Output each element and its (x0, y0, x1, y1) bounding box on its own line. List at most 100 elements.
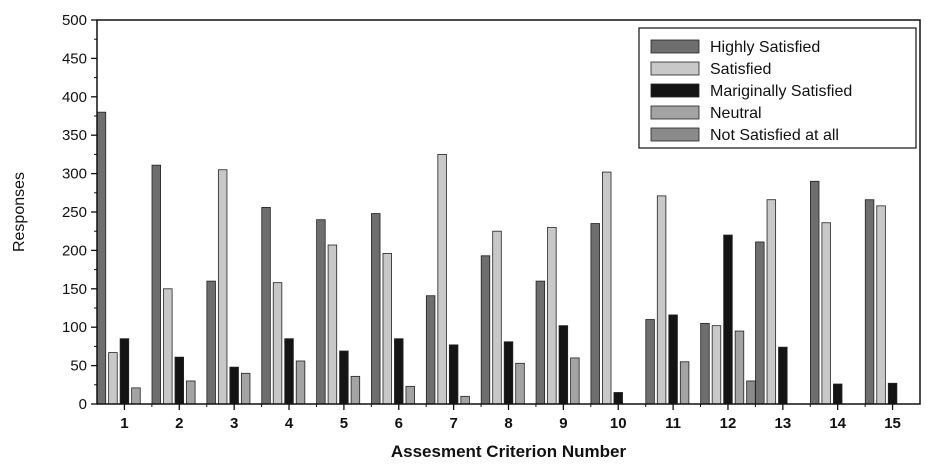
legend-swatch (650, 83, 700, 98)
bar-3-15 (887, 382, 898, 405)
bar-4-5 (350, 375, 361, 405)
bar-1-15 (864, 199, 875, 405)
legend-label: Mariginally Satisfied (710, 83, 852, 100)
bar-1-3 (206, 280, 216, 405)
bar-2-10 (602, 171, 612, 405)
x-tick-label: 5 (340, 415, 348, 432)
bar-1-11 (645, 319, 655, 405)
y-tick-label: 0 (79, 396, 87, 413)
bar-1-7 (425, 295, 436, 405)
bar-3-6 (394, 338, 404, 405)
bar-4-7 (460, 395, 470, 405)
bar-4-11 (679, 361, 690, 405)
bar-1-13 (755, 241, 765, 405)
x-tick-label: 7 (449, 415, 457, 432)
bar-4-1 (131, 387, 141, 405)
x-tick-label: 1 (120, 415, 128, 432)
bar-2-7 (437, 153, 447, 405)
y-tick-label: 150 (62, 281, 87, 298)
bar-2-8 (492, 230, 502, 405)
bar-3-14 (833, 383, 843, 405)
legend-swatch (650, 61, 700, 76)
bar-1-9 (535, 280, 546, 405)
x-tick-label: 13 (774, 415, 791, 432)
legend-swatch (650, 105, 700, 120)
bar-2-13 (766, 199, 777, 405)
y-tick-label: 500 (62, 12, 87, 29)
x-tick-label: 3 (230, 415, 238, 432)
x-axis-title: Assesment Criterion Number (391, 442, 627, 461)
bar-4-6 (405, 385, 415, 405)
bar-1-12 (700, 322, 710, 405)
bar-4-2 (186, 380, 196, 405)
bar-3-10 (613, 392, 623, 405)
bar-3-4 (284, 338, 294, 405)
y-tick-label: 450 (62, 50, 87, 67)
legend-label: Neutral (710, 105, 762, 122)
bar-3-9 (558, 325, 569, 405)
x-tick-label: 14 (829, 415, 846, 432)
bar-3-8 (503, 341, 514, 405)
legend-label: Not Satisfied at all (710, 127, 839, 144)
x-tick-label: 12 (720, 415, 737, 432)
x-tick-label: 8 (504, 415, 512, 432)
bar-1-2 (151, 164, 162, 405)
bar-3-5 (339, 350, 349, 405)
bar-3-1 (119, 338, 130, 405)
y-tick-label: 100 (62, 319, 87, 336)
y-tick-label: 50 (70, 358, 87, 375)
bar-1-4 (261, 206, 271, 405)
bar-4-12 (734, 330, 745, 405)
bar-3-12 (723, 234, 733, 405)
y-tick-label: 250 (62, 204, 87, 221)
bar-1-5 (316, 219, 326, 405)
y-tick-label: 350 (62, 127, 87, 144)
bar-1-14 (810, 180, 820, 405)
legend-label: Highly Satisfied (710, 39, 820, 56)
legend-label: Satisfied (710, 61, 771, 78)
bar-1-6 (371, 213, 381, 405)
bar-2-9 (547, 226, 557, 405)
bar-1-8 (480, 255, 491, 405)
x-axis: 1 2 3 4 5 6 7 8 9 10 11 12 13 14 15 (120, 404, 901, 432)
bar-3-3 (229, 366, 239, 405)
bar-2-15 (876, 205, 886, 405)
bar-2-6 (382, 253, 392, 405)
bar-5-12 (746, 380, 756, 405)
y-axis-title: Responses (11, 172, 28, 252)
x-tick-label: 2 (175, 415, 183, 432)
legend-swatch (650, 127, 700, 142)
bar-4-4 (295, 360, 306, 405)
bar-3-13 (778, 346, 788, 405)
bar-3-11 (668, 314, 678, 405)
x-tick-label: 15 (884, 415, 901, 432)
bar-2-14 (821, 222, 831, 405)
x-tick-label: 9 (559, 415, 567, 432)
bar-2-2 (163, 288, 173, 405)
legend: Highly Satisfied Satisfied Mariginally Sat… (638, 27, 917, 149)
y-axis: 0 50 100 150 200 250 300 350 400 450 500 (62, 12, 97, 413)
x-tick-label: 10 (610, 415, 627, 432)
bar-2-1 (108, 352, 118, 405)
x-tick-label: 4 (285, 415, 294, 432)
bar-2-11 (656, 195, 667, 405)
bar-4-9 (570, 357, 580, 405)
bar-4-8 (515, 362, 525, 405)
y-tick-label: 300 (62, 166, 87, 183)
y-tick-label: 400 (62, 89, 87, 106)
bar-2-5 (327, 244, 338, 405)
bar-4-3 (240, 372, 251, 405)
bar-3-2 (174, 356, 185, 405)
legend-swatch (650, 39, 700, 54)
bar-1-10 (590, 223, 600, 405)
bars-layer (96, 111, 898, 405)
x-tick-label: 6 (395, 415, 403, 432)
bar-2-4 (272, 282, 283, 405)
y-tick-label: 200 (62, 242, 87, 259)
bar-3-7 (448, 344, 459, 405)
x-tick-label: 11 (665, 415, 681, 432)
bar-2-12 (711, 325, 722, 405)
bar-1-1 (96, 111, 107, 405)
